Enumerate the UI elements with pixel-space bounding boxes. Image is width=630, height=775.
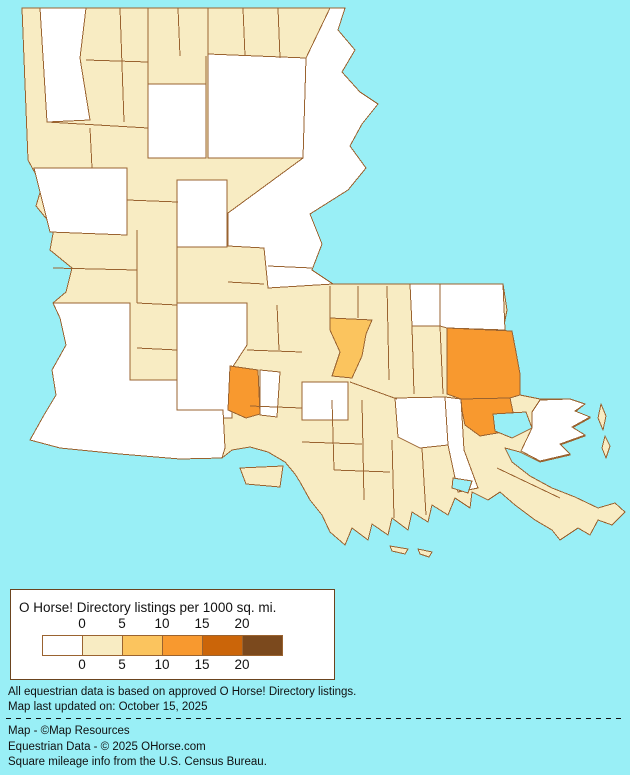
legend-tick-top: 5 — [118, 616, 126, 631]
lake — [492, 411, 533, 439]
legend-tick-bottom: 20 — [234, 657, 250, 672]
parish-region — [329, 317, 373, 379]
legend-tick-top: 0 — [78, 616, 86, 631]
legend-swatch — [242, 635, 283, 656]
last-updated-note: Map last updated on: October 15, 2025 — [8, 701, 208, 713]
parish-region — [176, 179, 228, 248]
parish-region — [29, 302, 226, 460]
island — [389, 545, 409, 555]
legend-swatch — [82, 635, 123, 656]
parish-region — [207, 53, 307, 159]
legend-tick-top: 15 — [194, 616, 210, 631]
island — [417, 548, 433, 558]
map-credit: Map - ©Map Resources — [8, 725, 130, 737]
island — [601, 435, 611, 459]
legend-tick-bottom: 10 — [154, 657, 170, 672]
parish-region — [39, 7, 91, 123]
parish-region — [446, 327, 521, 400]
island — [597, 403, 607, 431]
parish-region — [259, 369, 281, 418]
legend-swatch — [42, 635, 83, 656]
parish-region — [439, 283, 506, 331]
louisiana-choropleth-map — [21, 7, 626, 558]
legend-tick-top: 10 — [154, 616, 170, 631]
parish-region — [301, 381, 349, 421]
legend-title: O Horse! Directory listings per 1000 sq.… — [19, 600, 277, 615]
island — [239, 465, 284, 488]
parish-region — [394, 396, 449, 449]
parish-region — [227, 365, 261, 419]
legend-tick-bottom: 5 — [118, 657, 126, 672]
legend-tick-bottom: 15 — [194, 657, 210, 672]
parish-region — [520, 398, 591, 462]
parish-region — [33, 167, 128, 236]
map-stage — [21, 7, 626, 558]
legend-tick-bottom: 0 — [78, 657, 86, 672]
data-note: All equestrian data is based on approved… — [8, 686, 357, 698]
legend-box: O Horse! Directory listings per 1000 sq.… — [10, 589, 335, 680]
dashed-separator — [6, 718, 624, 719]
data-credit: Equestrian Data - © 2025 OHorse.com — [8, 741, 206, 753]
parish-borders — [46, 7, 561, 519]
legend-swatch — [162, 635, 203, 656]
parish-region — [147, 83, 207, 159]
legend-swatch — [122, 635, 163, 656]
census-credit: Square mileage info from the U.S. Census… — [8, 756, 267, 768]
legend-tick-top: 20 — [234, 616, 250, 631]
legend-swatch — [202, 635, 243, 656]
lake — [451, 477, 473, 494]
parish-region — [409, 283, 441, 327]
parish-region — [227, 7, 379, 289]
